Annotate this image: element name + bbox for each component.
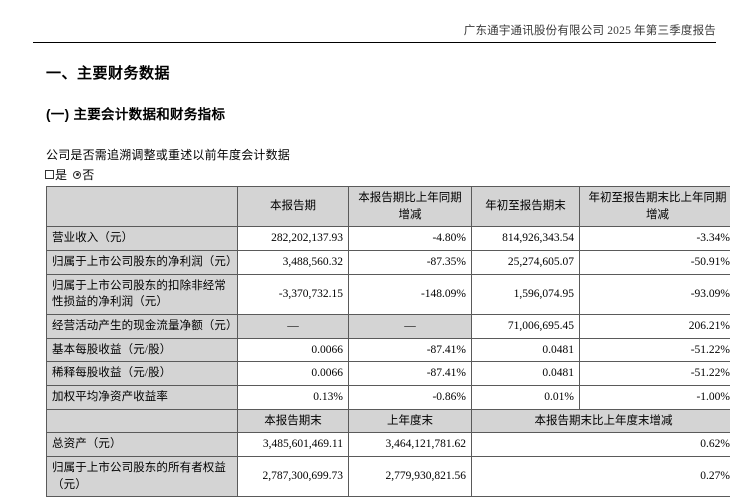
cell-net-profit-ytd: 25,274,605.07 — [472, 251, 580, 275]
row-label-equity: 归属于上市公司股东的所有者权益（元） — [47, 457, 238, 497]
cell-basic-eps-ytd: 0.0481 — [472, 338, 580, 362]
cell-cash-flow-ytd-yoy: 206.21% — [580, 315, 730, 339]
table-row: 稀释每股收益（元/股） 0.0066 -87.41% 0.0481 -51.22… — [47, 362, 730, 386]
header-cell-blank — [47, 187, 238, 227]
table-row: 基本每股收益（元/股） 0.0066 -87.41% 0.0481 -51.22… — [47, 338, 730, 362]
header-cell-ytd: 年初至报告期末 — [472, 187, 580, 227]
cell-cash-flow-ytd: 71,006,695.45 — [472, 315, 580, 339]
cell-cash-flow-current: — — [238, 315, 349, 339]
cell-total-assets-change: 0.62% — [472, 433, 730, 457]
row-label-net-profit-excl-nonrecurring: 归属于上市公司股东的扣除非经常性损益的净利润（元） — [47, 274, 238, 314]
cell-basic-eps-ytd-yoy: -51.22% — [580, 338, 730, 362]
table-row: 加权平均净资产收益率 0.13% -0.86% 0.01% -1.00% — [47, 386, 730, 410]
choice-no[interactable]: 否 — [73, 166, 94, 183]
header-cell-period-end: 本报告期末 — [238, 409, 349, 433]
cell-net-profit-excl-current: -3,370,732.15 — [238, 274, 349, 314]
row-label-weighted-roe: 加权平均净资产收益率 — [47, 386, 238, 410]
cell-weighted-roe-current-yoy: -0.86% — [349, 386, 472, 410]
subsection-title: (一) 主要会计数据和财务指标 — [46, 103, 225, 123]
cell-weighted-roe-ytd-yoy: -1.00% — [580, 386, 730, 410]
table-header-row: 本报告期 本报告期比上年同期增减 年初至报告期末 年初至报告期末比上年同期增减 — [47, 187, 730, 227]
choice-no-label: 否 — [82, 166, 94, 183]
header-cell-prior-year-end: 上年度末 — [349, 409, 472, 433]
row-label-basic-eps: 基本每股收益（元/股） — [47, 338, 238, 362]
cell-equity-change: 0.27% — [472, 457, 730, 497]
page-title: 一、主要财务数据 — [46, 62, 170, 83]
cell-diluted-eps-ytd-yoy: -51.22% — [580, 362, 730, 386]
header-cell-period-end-change: 本报告期末比上年度末增减 — [472, 409, 730, 433]
cell-diluted-eps-ytd: 0.0481 — [472, 362, 580, 386]
checkbox-unchecked-icon[interactable] — [45, 170, 54, 179]
cell-basic-eps-current: 0.0066 — [238, 338, 349, 362]
table-row: 归属于上市公司股东的净利润（元） 3,488,560.32 -87.35% 25… — [47, 251, 730, 275]
cell-weighted-roe-current: 0.13% — [238, 386, 349, 410]
cell-revenue-ytd: 814,926,343.54 — [472, 227, 580, 251]
yes-no-choice-group: 是 否 — [45, 166, 94, 183]
cell-equity-prior-year-end: 2,779,930,821.56 — [349, 457, 472, 497]
retrospective-adjustment-question: 公司是否需追溯调整或重述以前年度会计数据 — [46, 146, 290, 163]
cell-diluted-eps-current: 0.0066 — [238, 362, 349, 386]
radio-selected-icon[interactable] — [73, 171, 81, 179]
main-financial-table: 本报告期 本报告期比上年同期增减 年初至报告期末 年初至报告期末比上年同期增减 … — [46, 186, 730, 497]
cell-net-profit-current: 3,488,560.32 — [238, 251, 349, 275]
header-cell-ytd-yoy: 年初至报告期末比上年同期增减 — [580, 187, 730, 227]
cell-basic-eps-current-yoy: -87.41% — [349, 338, 472, 362]
cell-cash-flow-current-yoy: — — [349, 315, 472, 339]
cell-revenue-ytd-yoy: -3.34% — [580, 227, 730, 251]
table-row: 归属于上市公司股东的所有者权益（元） 2,787,300,699.73 2,77… — [47, 457, 730, 497]
row-label-net-profit: 归属于上市公司股东的净利润（元） — [47, 251, 238, 275]
cell-revenue-current-yoy: -4.80% — [349, 227, 472, 251]
cell-total-assets-prior-year-end: 3,464,121,781.62 — [349, 433, 472, 457]
header-divider — [33, 42, 716, 43]
row-label-revenue: 营业收入（元） — [47, 227, 238, 251]
cell-net-profit-ytd-yoy: -50.91% — [580, 251, 730, 275]
table-header-row-second: 本报告期末 上年度末 本报告期末比上年度末增减 — [47, 409, 730, 433]
header-cell-blank-2 — [47, 409, 238, 433]
cell-revenue-current: 282,202,137.93 — [238, 227, 349, 251]
table-row: 经营活动产生的现金流量净额（元） — — 71,006,695.45 206.2… — [47, 315, 730, 339]
cell-weighted-roe-ytd: 0.01% — [472, 386, 580, 410]
cell-diluted-eps-current-yoy: -87.41% — [349, 362, 472, 386]
cell-net-profit-current-yoy: -87.35% — [349, 251, 472, 275]
cell-net-profit-excl-current-yoy: -148.09% — [349, 274, 472, 314]
table-row: 归属于上市公司股东的扣除非经常性损益的净利润（元） -3,370,732.15 … — [47, 274, 730, 314]
running-header: 广东通宇通讯股份有限公司 2025 年第三季度报告 — [0, 22, 730, 38]
report-page: 广东通宇通讯股份有限公司 2025 年第三季度报告 一、主要财务数据 (一) 主… — [0, 0, 730, 469]
choice-yes-label: 是 — [55, 166, 67, 183]
header-cell-current-period: 本报告期 — [238, 187, 349, 227]
cell-net-profit-excl-ytd: 1,596,074.95 — [472, 274, 580, 314]
cell-equity-period-end: 2,787,300,699.73 — [238, 457, 349, 497]
row-label-diluted-eps: 稀释每股收益（元/股） — [47, 362, 238, 386]
header-cell-current-period-yoy: 本报告期比上年同期增减 — [349, 187, 472, 227]
table-row: 总资产（元） 3,485,601,469.11 3,464,121,781.62… — [47, 433, 730, 457]
table-row: 营业收入（元） 282,202,137.93 -4.80% 814,926,34… — [47, 227, 730, 251]
row-label-operating-cash-flow: 经营活动产生的现金流量净额（元） — [47, 315, 238, 339]
cell-net-profit-excl-ytd-yoy: -93.09% — [580, 274, 730, 314]
row-label-total-assets: 总资产（元） — [47, 433, 238, 457]
choice-yes[interactable]: 是 — [45, 166, 67, 183]
cell-total-assets-period-end: 3,485,601,469.11 — [238, 433, 349, 457]
